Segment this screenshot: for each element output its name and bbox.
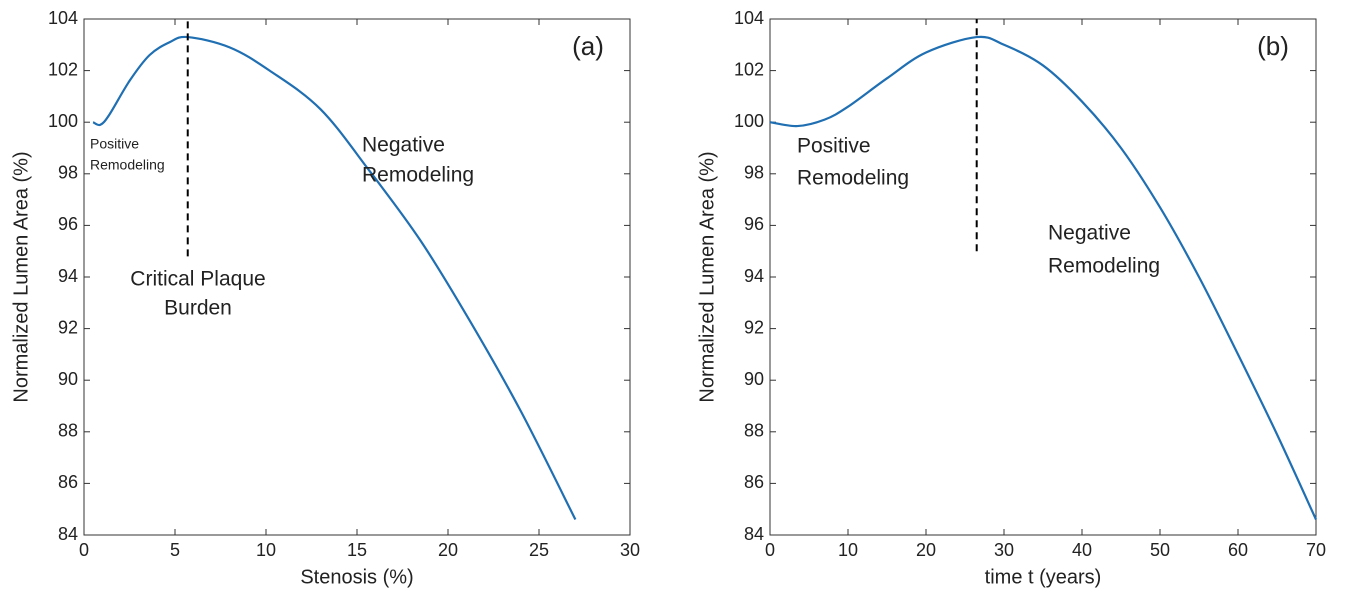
x-tick-label: 40 <box>1072 540 1092 560</box>
y-tick-label: 104 <box>48 8 78 28</box>
axes-box <box>769 18 1317 536</box>
y-axis-label: Normalized Lumen Area (%) <box>10 151 32 402</box>
y-tick-label: 96 <box>744 214 764 234</box>
x-tick-label: 20 <box>916 540 936 560</box>
y-tick-label: 102 <box>734 59 764 79</box>
x-tick-label: 30 <box>994 540 1014 560</box>
y-tick-label: 92 <box>58 317 78 337</box>
y-tick-label: 100 <box>734 111 764 131</box>
y-tick-label: 94 <box>744 266 764 286</box>
annotation: Remodeling <box>797 167 909 190</box>
x-tick-label: 10 <box>838 540 858 560</box>
annotation: Negative <box>362 134 445 157</box>
x-tick-label: 5 <box>170 540 180 560</box>
annotation: Burden <box>164 297 232 320</box>
x-axis-label: Stenosis (%) <box>300 566 413 588</box>
y-tick-label: 90 <box>744 369 764 389</box>
x-tick-label: 10 <box>256 540 276 560</box>
x-tick-label: 30 <box>620 540 640 560</box>
y-tick-label: 102 <box>48 59 78 79</box>
y-tick-label: 98 <box>58 163 78 183</box>
annotation: Critical Plaque <box>130 268 265 291</box>
y-axis-label: Normalized Lumen Area (%) <box>696 151 718 402</box>
y-tick-label: 90 <box>58 369 78 389</box>
chart-panel: 0 10 20 30 40 50 60 70 84 86 88 90 92 94 96 98 100 102 104… <box>696 8 1326 589</box>
y-tick-label: 100 <box>48 111 78 131</box>
chart-panel: 0 5 10 15 20 25 30 84 86 88 90 92 94 96 98 100 102 104 Ste… <box>10 8 640 589</box>
annotation: Positive <box>797 135 871 158</box>
x-tick-label: 20 <box>438 540 458 560</box>
y-tick-label: 104 <box>734 8 764 28</box>
panel-label: (b) <box>1257 31 1289 61</box>
x-tick-label: 70 <box>1306 540 1326 560</box>
y-tick-label: 96 <box>58 214 78 234</box>
y-tick-label: 88 <box>58 421 78 441</box>
x-tick-label: 0 <box>765 540 775 560</box>
annotation: Negative <box>1048 222 1131 245</box>
axes-box <box>83 18 631 536</box>
y-tick-label: 84 <box>744 524 764 544</box>
y-tick-label: 86 <box>58 472 78 492</box>
annotation: Remodeling <box>1048 255 1160 278</box>
x-tick-label: 15 <box>347 540 367 560</box>
panel-label: (a) <box>572 31 604 61</box>
x-axis-label: time t (years) <box>985 566 1102 588</box>
y-tick-label: 86 <box>744 472 764 492</box>
annotation: Positive <box>90 136 139 152</box>
y-tick-label: 84 <box>58 524 78 544</box>
y-tick-label: 94 <box>58 266 78 286</box>
x-tick-label: 50 <box>1150 540 1170 560</box>
y-tick-label: 98 <box>744 163 764 183</box>
x-tick-label: 0 <box>79 540 89 560</box>
x-tick-label: 60 <box>1228 540 1248 560</box>
data-line <box>769 35 1318 520</box>
x-tick-label: 25 <box>529 540 549 560</box>
annotation: Remodeling <box>362 164 474 187</box>
y-tick-label: 88 <box>744 421 764 441</box>
y-tick-label: 92 <box>744 317 764 337</box>
annotation: Remodeling <box>90 157 165 173</box>
data-line <box>92 35 577 521</box>
